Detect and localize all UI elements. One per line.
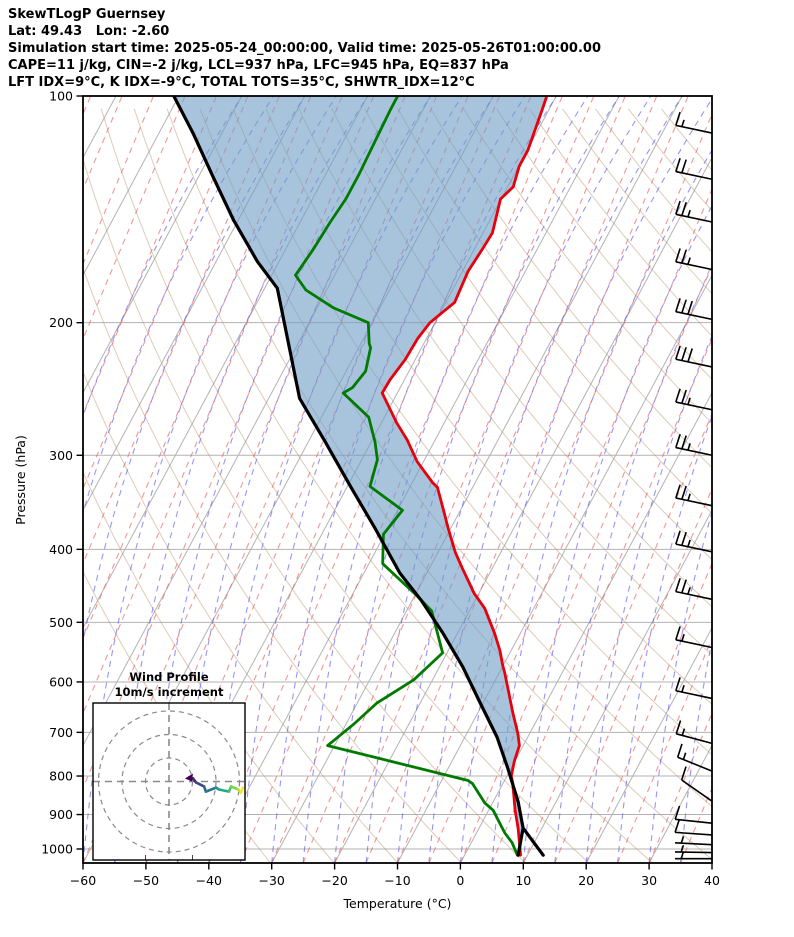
svg-text:200: 200 [49,315,73,330]
wind-barb [675,836,713,846]
svg-text:300: 300 [49,448,73,463]
svg-text:−40: −40 [196,873,222,888]
wind-barb [675,200,713,223]
cape-indices-line: CAPE=11 j/kg, CIN=-2 j/kg, LCL=937 hPa, … [8,58,509,73]
svg-text:−60: −60 [70,873,96,888]
wind-barb [675,851,712,860]
svg-text:900: 900 [49,807,73,822]
parcel-surface-branch [521,826,545,857]
x-axis-ticks: −60 −50 −40 −30 −20 −10 0 10 20 30 40 [70,863,720,888]
wind-barb [675,677,713,700]
hodograph-title: Wind Profile [129,670,209,684]
wind-barb [674,844,713,854]
hodograph-trace-arrow [184,773,193,782]
wind-barb [675,345,713,368]
wind-barb [675,111,713,134]
wind-barb [675,434,713,457]
wind-barb [675,720,713,745]
wind-barb [675,158,713,181]
hodograph-border [92,702,246,861]
simulation-time-line: Simulation start time: 2025-05-24_00:00:… [8,41,601,56]
coordinates-line: Lat: 49.43 Lon: -2.60 [8,24,170,39]
y-axis-label: Pressure (hPa) [13,435,28,525]
wind-barb [675,626,713,649]
svg-text:−50: −50 [133,873,159,888]
svg-text:0: 0 [456,873,464,888]
svg-text:20: 20 [578,873,594,888]
wind-barbs [674,111,713,860]
svg-text:−30: −30 [259,873,285,888]
wind-barb [675,578,713,601]
hodograph-grid [93,703,245,860]
svg-text:30: 30 [641,873,657,888]
svg-text:400: 400 [49,542,73,557]
plot-area [83,96,712,863]
x-axis-label: Temperature (°C) [343,896,452,911]
wind-barb [675,248,713,271]
svg-text:−20: −20 [321,873,347,888]
svg-text:10: 10 [515,873,531,888]
hodograph-subtitle: 10m/s increment [115,685,224,699]
wind-barb [675,298,713,321]
svg-text:700: 700 [49,725,73,740]
y-axis-ticks: 100 200 300 400 500 600 700 800 900 1000 [41,89,83,857]
wind-barb [674,818,713,836]
wind-barb [675,530,713,553]
parcel-curve [172,96,525,857]
svg-text:100: 100 [49,89,73,104]
svg-text:600: 600 [49,674,73,689]
svg-text:800: 800 [49,769,73,784]
chart-title: SkewTLogP Guernsey [8,7,166,22]
cape-shaded-area [173,96,547,856]
wind-barb [675,484,713,507]
wind-barb [680,766,713,802]
stability-indices-line: LFT IDX=9°C, K IDX=-9°C, TOTAL TOTS=35°C… [8,75,475,90]
axes: −60 −50 −40 −30 −20 −10 0 10 20 30 40 100 200 300 400 5… [13,89,720,912]
svg-text:1000: 1000 [41,842,73,857]
svg-text:40: 40 [704,873,720,888]
temperature-curve [380,96,549,857]
wind-barb [674,805,713,824]
wind-barb [676,743,713,772]
svg-text:500: 500 [49,615,73,630]
dewpoint-curve [294,96,519,857]
svg-text:−10: −10 [384,873,410,888]
wind-barb [675,388,713,411]
